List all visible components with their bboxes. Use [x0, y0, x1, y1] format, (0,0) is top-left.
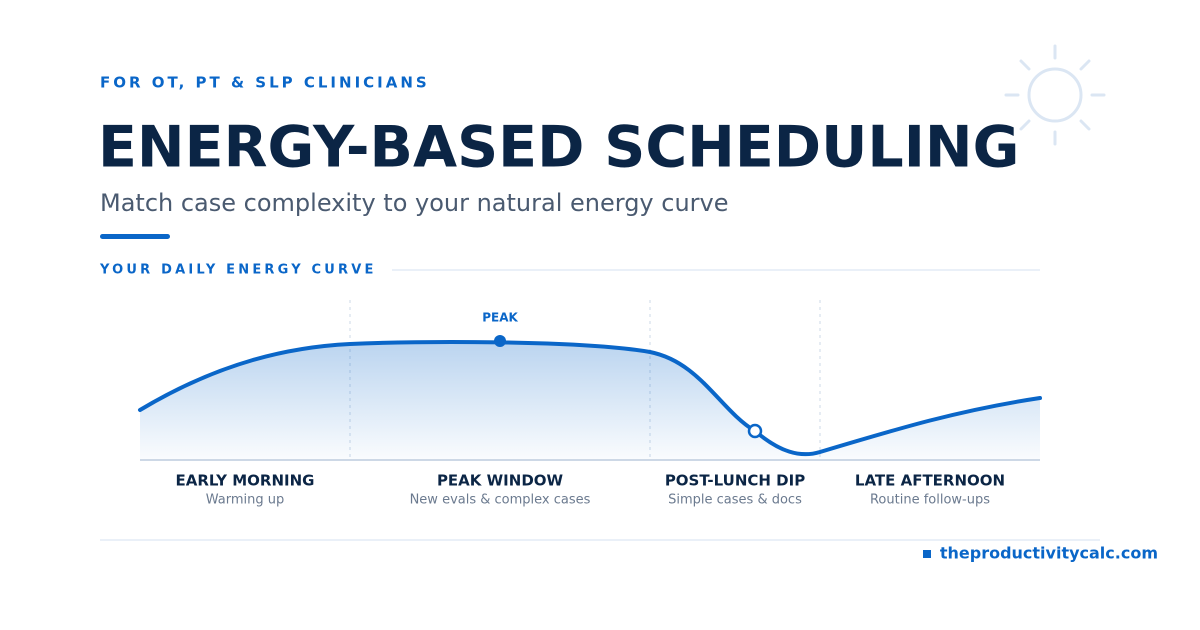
phase-note: Routine follow-ups — [870, 493, 990, 508]
phase-note: Simple cases & docs — [668, 493, 802, 508]
sun-icon — [1004, 44, 1106, 146]
phase-labels: EARLY MORNING Warming up PEAK WINDOW New ev… — [176, 472, 1006, 508]
subtitle: Match case complexity to your natural en… — [100, 189, 729, 217]
footer-url: theproductivitycalc.com — [940, 544, 1158, 563]
phase-name: PEAK WINDOW — [437, 472, 564, 490]
section-label: YOUR DAILY ENERGY CURVE — [99, 263, 377, 278]
footer-bullet — [923, 550, 931, 558]
phase-name: POST-LUNCH DIP — [665, 472, 805, 490]
curve-area — [140, 342, 1040, 460]
phase-note: New evals & complex cases — [410, 493, 591, 508]
energy-curve — [138, 340, 1042, 457]
phase-note: Warming up — [206, 493, 285, 508]
peak-dot — [494, 335, 506, 347]
eyebrow: FOR OT, PT & SLP CLINICIANS — [100, 74, 430, 92]
phase-name: EARLY MORNING — [176, 472, 315, 490]
accent-bar — [100, 234, 170, 239]
phase-name: LATE AFTERNOON — [855, 472, 1005, 490]
dip-dot — [747, 423, 763, 439]
title: ENERGY-BASED SCHEDULING — [98, 115, 1019, 181]
peak-label: PEAK — [482, 311, 518, 325]
